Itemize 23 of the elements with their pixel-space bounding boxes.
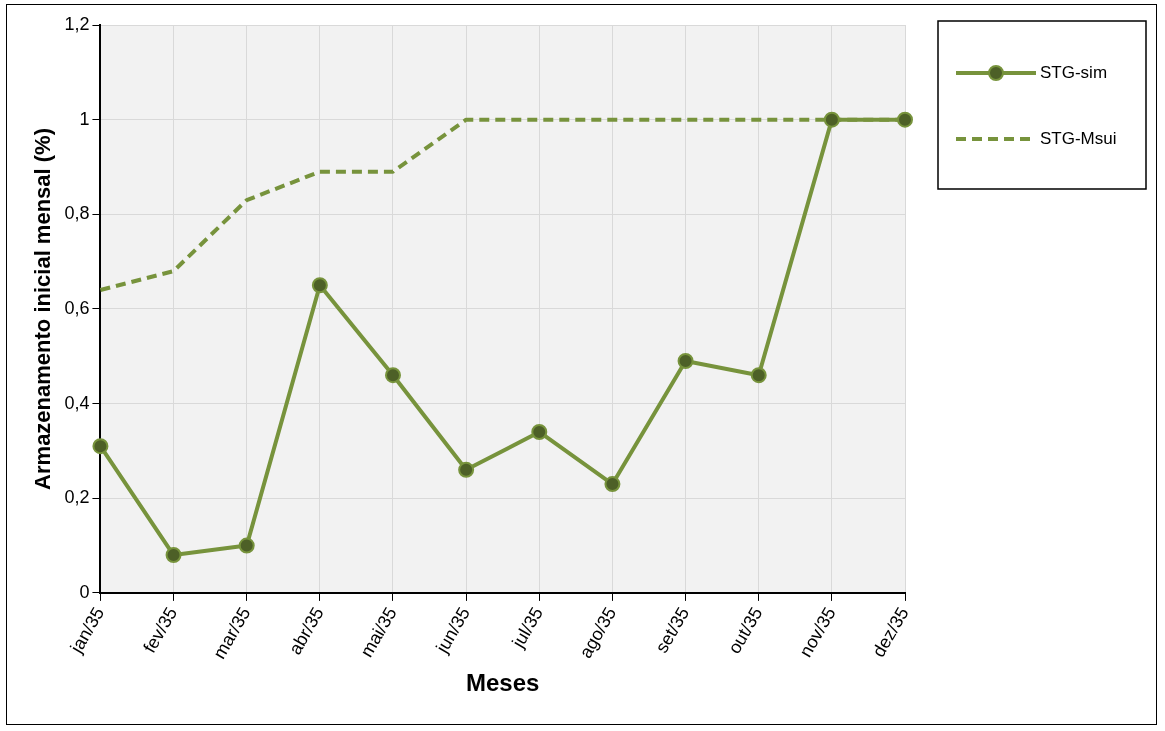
y-tick-label: 1,2 [64,13,90,34]
y-tick-label: 0,2 [64,487,90,508]
legend-label: STG-Msui [1040,128,1117,148]
legend-label: STG-sim [1040,62,1108,82]
point [750,367,767,384]
point [604,476,621,493]
point [897,111,913,128]
point [458,461,475,478]
y-tick-label: 0,6 [64,297,90,318]
point [92,438,109,455]
point [385,367,401,384]
point [238,537,255,554]
y-tick-label: 0,8 [64,203,90,224]
y-tick-label: 0,4 [64,392,90,413]
point [677,353,694,369]
point [165,547,182,564]
y-tick-label: 0 [79,581,90,602]
y-tick-label: 1 [79,108,90,129]
point [311,277,328,294]
y-axis-title: Armazenamento inicial mensal (%) [30,128,56,490]
point [531,423,548,440]
x-axis-title: Meses [466,669,540,697]
point [823,111,840,128]
